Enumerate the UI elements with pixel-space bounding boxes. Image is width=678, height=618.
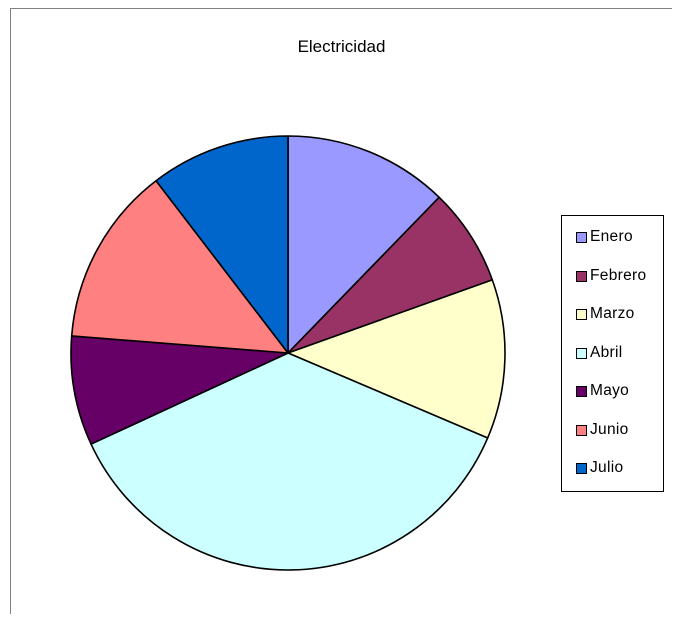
pie-slice-junio: [70, 179, 289, 354]
legend-label: Marzo: [590, 305, 635, 322]
legend-item-mayo: Mayo: [562, 382, 663, 421]
pie-slice-febrero: [287, 196, 494, 354]
legend-item-junio: Junio: [562, 421, 663, 460]
legend-swatch: [576, 386, 587, 397]
legend-label: Enero: [590, 228, 633, 245]
legend-item-abril: Abril: [562, 344, 663, 383]
pie-slice-abril: [90, 352, 489, 571]
legend-label: Mayo: [590, 382, 630, 399]
legend-label: Julio: [590, 459, 624, 476]
chart-title: Electricidad: [297, 37, 386, 56]
legend-item-febrero: Febrero: [562, 267, 663, 306]
legend-swatch: [576, 463, 587, 474]
legend-label: Febrero: [590, 266, 647, 284]
legend-swatch: [576, 309, 587, 320]
legend-swatch: [576, 424, 587, 436]
legend-item-enero: Enero: [562, 228, 663, 267]
pie-slice-enero: [287, 135, 440, 354]
pie-slice-julio: [155, 135, 289, 354]
legend-label: Junio: [590, 420, 629, 438]
legend-swatch: [576, 270, 587, 282]
legend-label: Abril: [590, 343, 623, 361]
pie-chart: [70, 135, 506, 571]
legend: Enero Febrero Marzo Abril Mayo Junio Julio: [561, 215, 664, 492]
chart-area: Electricidad Enero Febrero Marzo Abril Mayo J…: [10, 8, 672, 614]
legend-item-julio: Julio: [562, 459, 663, 498]
legend-swatch: [576, 347, 587, 359]
pie-slice-mayo: [70, 335, 289, 445]
legend-item-marzo: Marzo: [562, 305, 663, 344]
pie-slice-marzo: [287, 279, 506, 439]
legend-swatch: [576, 232, 587, 243]
